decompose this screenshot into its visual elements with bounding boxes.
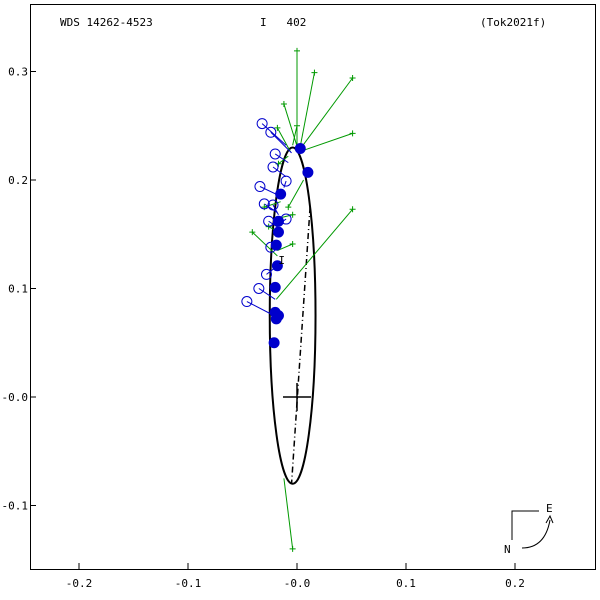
- filled-observation-point: [269, 281, 281, 293]
- speckle-point: [311, 69, 318, 76]
- speckle-point: [289, 241, 296, 248]
- header-center-label: I 402: [260, 16, 306, 29]
- speckle-residual-line: [299, 72, 315, 147]
- filled-observation-point: [272, 310, 284, 322]
- open-residual-line: [283, 180, 287, 188]
- open-observation-point: [260, 268, 272, 280]
- open-residual-line: [268, 220, 279, 229]
- filled-observation-point: [275, 188, 287, 200]
- compass: E N: [504, 502, 554, 556]
- compass-arrowhead: [545, 514, 554, 524]
- filled-observation-point: [271, 260, 283, 272]
- x-tick-label: -0.1: [175, 577, 202, 590]
- open-observation-point: [254, 181, 266, 193]
- red-observation-label: I: [278, 254, 285, 267]
- speckle-point: [289, 211, 296, 218]
- filled-observation-point: [270, 239, 282, 251]
- open-observation-point: [253, 283, 265, 294]
- y-tick-label: -0.0: [2, 391, 29, 404]
- plot-frame: [30, 4, 596, 570]
- header-left-label: WDS 14262-4523: [60, 16, 153, 29]
- open-observation-point: [256, 118, 268, 130]
- open-observation-point: [258, 198, 270, 210]
- open-residual-line: [258, 288, 276, 300]
- speckle-point: [274, 124, 281, 131]
- open-observation-point: [265, 126, 277, 138]
- speckle-point: [349, 75, 356, 82]
- x-tick-label: 0.2: [505, 577, 525, 590]
- speckle-residual-line: [283, 478, 294, 549]
- speckle-residual-line: [283, 103, 299, 150]
- speckle-point: [280, 101, 287, 108]
- speckle-point: [349, 206, 356, 213]
- speckle-residual-line: [275, 208, 353, 300]
- y-tick-label: 0.3: [8, 66, 28, 79]
- compass-axes: [511, 510, 539, 540]
- filled-observation-point: [268, 337, 280, 349]
- header-right-label: (Tok2021f): [480, 16, 546, 29]
- filled-observation-point: [272, 215, 284, 227]
- axis-ticks: -0.2 -0.1 -0.0 0.1 0.2 -0.1 -0.0 0.1 0.2 0.3: [2, 66, 525, 591]
- open-observation-point: [241, 296, 253, 308]
- speckle-residual-line: [287, 179, 304, 208]
- open-observation-point: [267, 161, 279, 173]
- speckle-point: [294, 122, 300, 129]
- speckle-point: [349, 130, 356, 137]
- speckle-residual-line: [276, 127, 291, 153]
- open-observation-point: [269, 148, 281, 160]
- filled-observation-point: [272, 226, 284, 238]
- speckle-point: [294, 47, 300, 54]
- compass-arc: [521, 519, 551, 549]
- open-residual-line: [274, 153, 289, 164]
- open-observation-point: [267, 199, 279, 211]
- y-tick-label: 0.1: [8, 283, 28, 296]
- x-tick-label: 0.1: [396, 577, 416, 590]
- speckle-point: [289, 545, 296, 552]
- open-residual-line: [272, 204, 279, 215]
- x-tick-label: -0.0: [284, 577, 311, 590]
- x-tick-label: -0.2: [66, 577, 93, 590]
- orbit-ellipse: [268, 146, 317, 485]
- compass-east-label: E: [546, 502, 553, 515]
- open-observation-point: [280, 175, 292, 187]
- speckle-residual-line: [300, 77, 353, 148]
- speckle-point: [249, 229, 256, 236]
- speckle-point: [285, 204, 292, 211]
- compass-north-label: N: [504, 543, 511, 556]
- filled-observation-point: [302, 166, 314, 178]
- y-tick-label: -0.1: [2, 500, 29, 513]
- orbit-layer: [268, 146, 317, 485]
- speckle-residual-line: [299, 132, 353, 153]
- speckle-residual-line: [277, 243, 293, 251]
- open-residual-line: [272, 166, 287, 178]
- residual-lines: [246, 50, 353, 549]
- open-residual-line: [264, 203, 278, 213]
- y-tick-label: 0.2: [8, 174, 28, 187]
- observation-markers: I: [241, 47, 356, 552]
- filled-observation-point: [294, 143, 306, 155]
- speckle-residual-line: [292, 125, 298, 146]
